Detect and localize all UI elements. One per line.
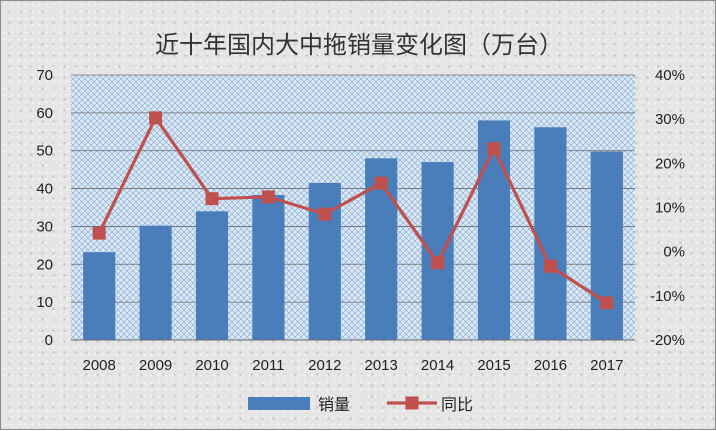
yoy-marker-2014 xyxy=(431,256,445,270)
x-tick-label: 2012 xyxy=(308,357,341,374)
line-series xyxy=(92,111,614,310)
y-left-tick-label: 60 xyxy=(36,105,53,122)
bar-2014 xyxy=(421,162,454,340)
yoy-marker-2011 xyxy=(261,190,275,204)
y-left-tick-label: 10 xyxy=(36,294,53,311)
y-left-tick-label: 50 xyxy=(36,143,53,160)
legend-label: 同比 xyxy=(441,395,473,414)
bar-2010 xyxy=(195,211,229,340)
y-right-tick-label: 40% xyxy=(655,67,685,84)
yoy-marker-2013 xyxy=(374,176,388,190)
y-left-tick-label: 20 xyxy=(36,256,53,273)
y-left-tick-label: 30 xyxy=(36,218,53,235)
x-tick-label: 2014 xyxy=(421,357,454,374)
y-left-tick-label: 40 xyxy=(36,181,53,198)
yoy-marker-2009 xyxy=(149,111,163,125)
y-right-tick-label: -10% xyxy=(650,288,685,305)
legend: 销量 同比 xyxy=(248,395,473,414)
x-tick-label: 2010 xyxy=(195,357,228,374)
axes: 0 10 20 30 40 50 60 70 -20% -10% 0% 10% 20% 30% 40% 200… xyxy=(36,67,685,374)
legend-item-yoy: 同比 xyxy=(387,395,473,414)
y-left-tick-label: 70 xyxy=(36,67,53,84)
yoy-marker-2016 xyxy=(543,259,557,273)
y-right-tick-label: 30% xyxy=(655,111,685,128)
bar-2011 xyxy=(252,195,285,340)
x-tick-label: 2009 xyxy=(139,357,172,374)
yoy-marker-2012 xyxy=(318,207,332,221)
y-right-tick-label: -20% xyxy=(650,332,685,349)
legend-item-sales: 销量 xyxy=(248,395,350,414)
yoy-marker-2008 xyxy=(92,226,106,240)
x-tick-label: 2011 xyxy=(252,357,284,374)
x-tick-label: 2016 xyxy=(534,357,567,374)
y-left-tick-label: 0 xyxy=(45,332,53,349)
y-right-tick-label: 20% xyxy=(655,155,685,172)
y-right-tick-label: 0% xyxy=(663,244,685,261)
legend-label: 销量 xyxy=(318,395,350,414)
legend-swatch-marker xyxy=(405,396,419,410)
yoy-marker-2015 xyxy=(487,142,501,156)
x-tick-label: 2008 xyxy=(83,357,116,374)
bar-2017 xyxy=(590,151,623,340)
bar-2008 xyxy=(83,252,116,340)
bar-2016 xyxy=(534,127,567,340)
bar-series xyxy=(83,120,623,340)
bar-2015 xyxy=(477,120,511,340)
x-tick-label: 2013 xyxy=(365,357,398,374)
x-tick-label: 2017 xyxy=(590,357,623,374)
yoy-marker-2010 xyxy=(205,192,219,206)
bar-2009 xyxy=(139,225,172,340)
yoy-marker-2017 xyxy=(600,296,614,310)
chart-title: 近十年国内大中拖销量变化图（万台） xyxy=(155,31,563,59)
x-tick-label: 2015 xyxy=(477,357,510,374)
legend-swatch-bar xyxy=(248,397,310,410)
yoy-line xyxy=(97,116,608,305)
y-right-tick-label: 10% xyxy=(655,200,685,217)
